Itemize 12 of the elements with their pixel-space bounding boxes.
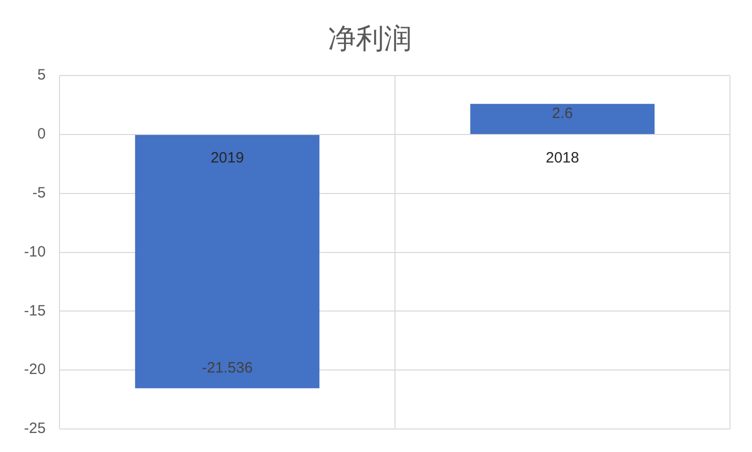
y-tick-label: -15: [24, 302, 46, 320]
chart-title: 净利润: [328, 22, 412, 56]
data-label: -21.536: [202, 359, 253, 376]
y-tick-label: -10: [24, 243, 46, 260]
y-tick-label: 5: [37, 66, 46, 84]
data-label: 2.6: [552, 105, 573, 122]
y-tick-label: -25: [24, 420, 46, 438]
x-tick-label: 2018: [546, 150, 580, 167]
y-tick-label: -20: [24, 361, 46, 378]
x-tick-label: 2019: [210, 150, 244, 167]
y-tick-label: 0: [37, 126, 46, 143]
y-tick-label: -5: [32, 184, 46, 202]
